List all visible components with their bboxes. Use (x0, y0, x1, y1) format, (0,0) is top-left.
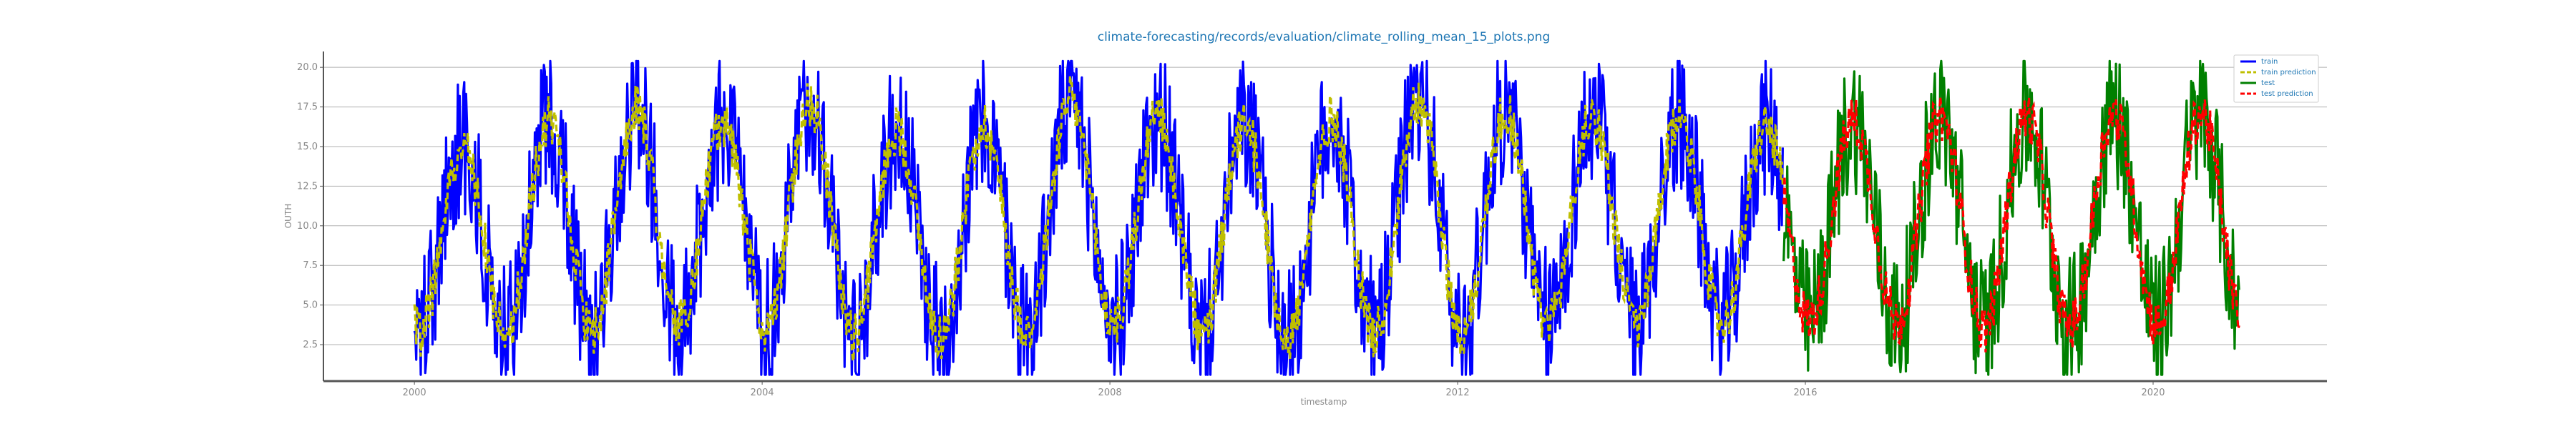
y-tick-label: 17.5 (297, 102, 318, 113)
series-line-test-prediction (1782, 97, 2240, 352)
y-tick-label: 5.0 (303, 300, 318, 311)
series-line-train-prediction (413, 75, 1784, 362)
legend-label-test: test (2261, 79, 2275, 87)
legend-label-test-prediction: test prediction (2261, 90, 2313, 98)
y-tick-label: 12.5 (297, 181, 318, 192)
series-line-test (1782, 59, 2240, 376)
y-axis-label: OUTH (283, 204, 293, 229)
chart-title: climate-forecasting/records/evaluation/c… (1098, 30, 1551, 44)
y-tick-label: 20.0 (297, 62, 318, 73)
axes (323, 51, 2327, 383)
legend: train train prediction test test predict… (2233, 54, 2319, 103)
x-axis-label: timestamp (1301, 397, 1347, 407)
y-tick-label: 2.5 (303, 340, 318, 350)
legend-label-train: train (2261, 58, 2278, 66)
y-tick-label: 10.0 (297, 221, 318, 232)
y-tick-labels: 2.5 5.0 7.5 10.0 12.5 15.0 17.5 20.0 (297, 62, 323, 350)
series-line-train (413, 59, 1784, 376)
y-tick-label: 15.0 (297, 142, 318, 152)
x-tick-label: 2012 (1446, 388, 1470, 398)
x-tick-label: 2004 (751, 388, 774, 398)
legend-label-train-prediction: train prediction (2261, 69, 2316, 77)
x-tick-label: 2000 (403, 388, 426, 398)
series-layer (413, 59, 2240, 376)
x-tick-labels: 2000 2004 2008 2012 2016 2020 (403, 381, 2165, 398)
x-tick-label: 2008 (1098, 388, 1122, 398)
y-tick-label: 7.5 (303, 260, 318, 271)
x-tick-label: 2020 (2141, 388, 2165, 398)
x-tick-label: 2016 (1793, 388, 1817, 398)
legend-box (2233, 54, 2319, 103)
